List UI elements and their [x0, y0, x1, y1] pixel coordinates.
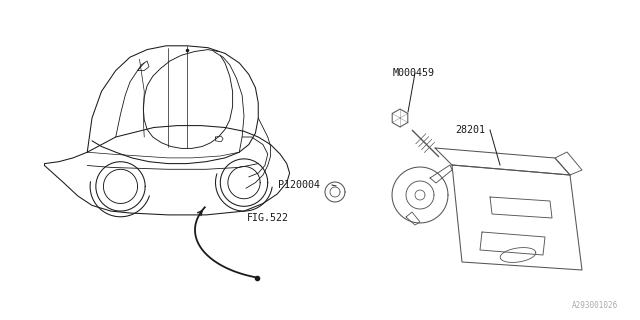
- Text: P120004: P120004: [278, 180, 320, 190]
- Text: M000459: M000459: [393, 68, 435, 78]
- Text: 28201: 28201: [455, 125, 485, 135]
- Text: A293001026: A293001026: [572, 301, 618, 310]
- Text: FIG.522: FIG.522: [247, 213, 289, 223]
